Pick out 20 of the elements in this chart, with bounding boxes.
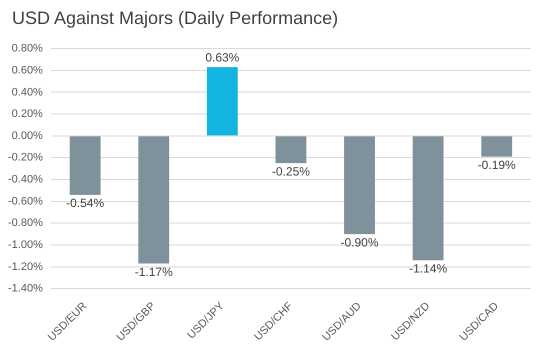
- chart-title: USD Against Majors (Daily Performance): [12, 8, 338, 29]
- y-tick-label: -1.00%: [8, 239, 44, 252]
- y-tick-label: 0.00%: [12, 130, 44, 142]
- data-label: -0.19%: [478, 158, 516, 172]
- y-tick-label: -1.40%: [8, 282, 44, 295]
- y-tick-label: 0.40%: [12, 86, 44, 98]
- data-label: -1.17%: [134, 264, 174, 279]
- y-tick-label: -1.20%: [8, 260, 44, 273]
- y-tick-label: 0.20%: [12, 108, 44, 120]
- data-label: -0.54%: [66, 196, 104, 210]
- data-label: -0.90%: [340, 235, 379, 250]
- y-tick-label: 0.80%: [12, 42, 44, 55]
- y-tick-label: -0.20%: [8, 152, 44, 164]
- data-label: 0.63%: [205, 50, 240, 64]
- data-label: -0.25%: [272, 164, 310, 178]
- data-label: -1.14%: [409, 262, 448, 276]
- y-tick-label: -0.60%: [8, 195, 44, 208]
- y-tick-label: -0.40%: [8, 174, 44, 186]
- y-tick-label: -0.80%: [8, 217, 44, 230]
- y-tick-label: 0.60%: [12, 64, 44, 76]
